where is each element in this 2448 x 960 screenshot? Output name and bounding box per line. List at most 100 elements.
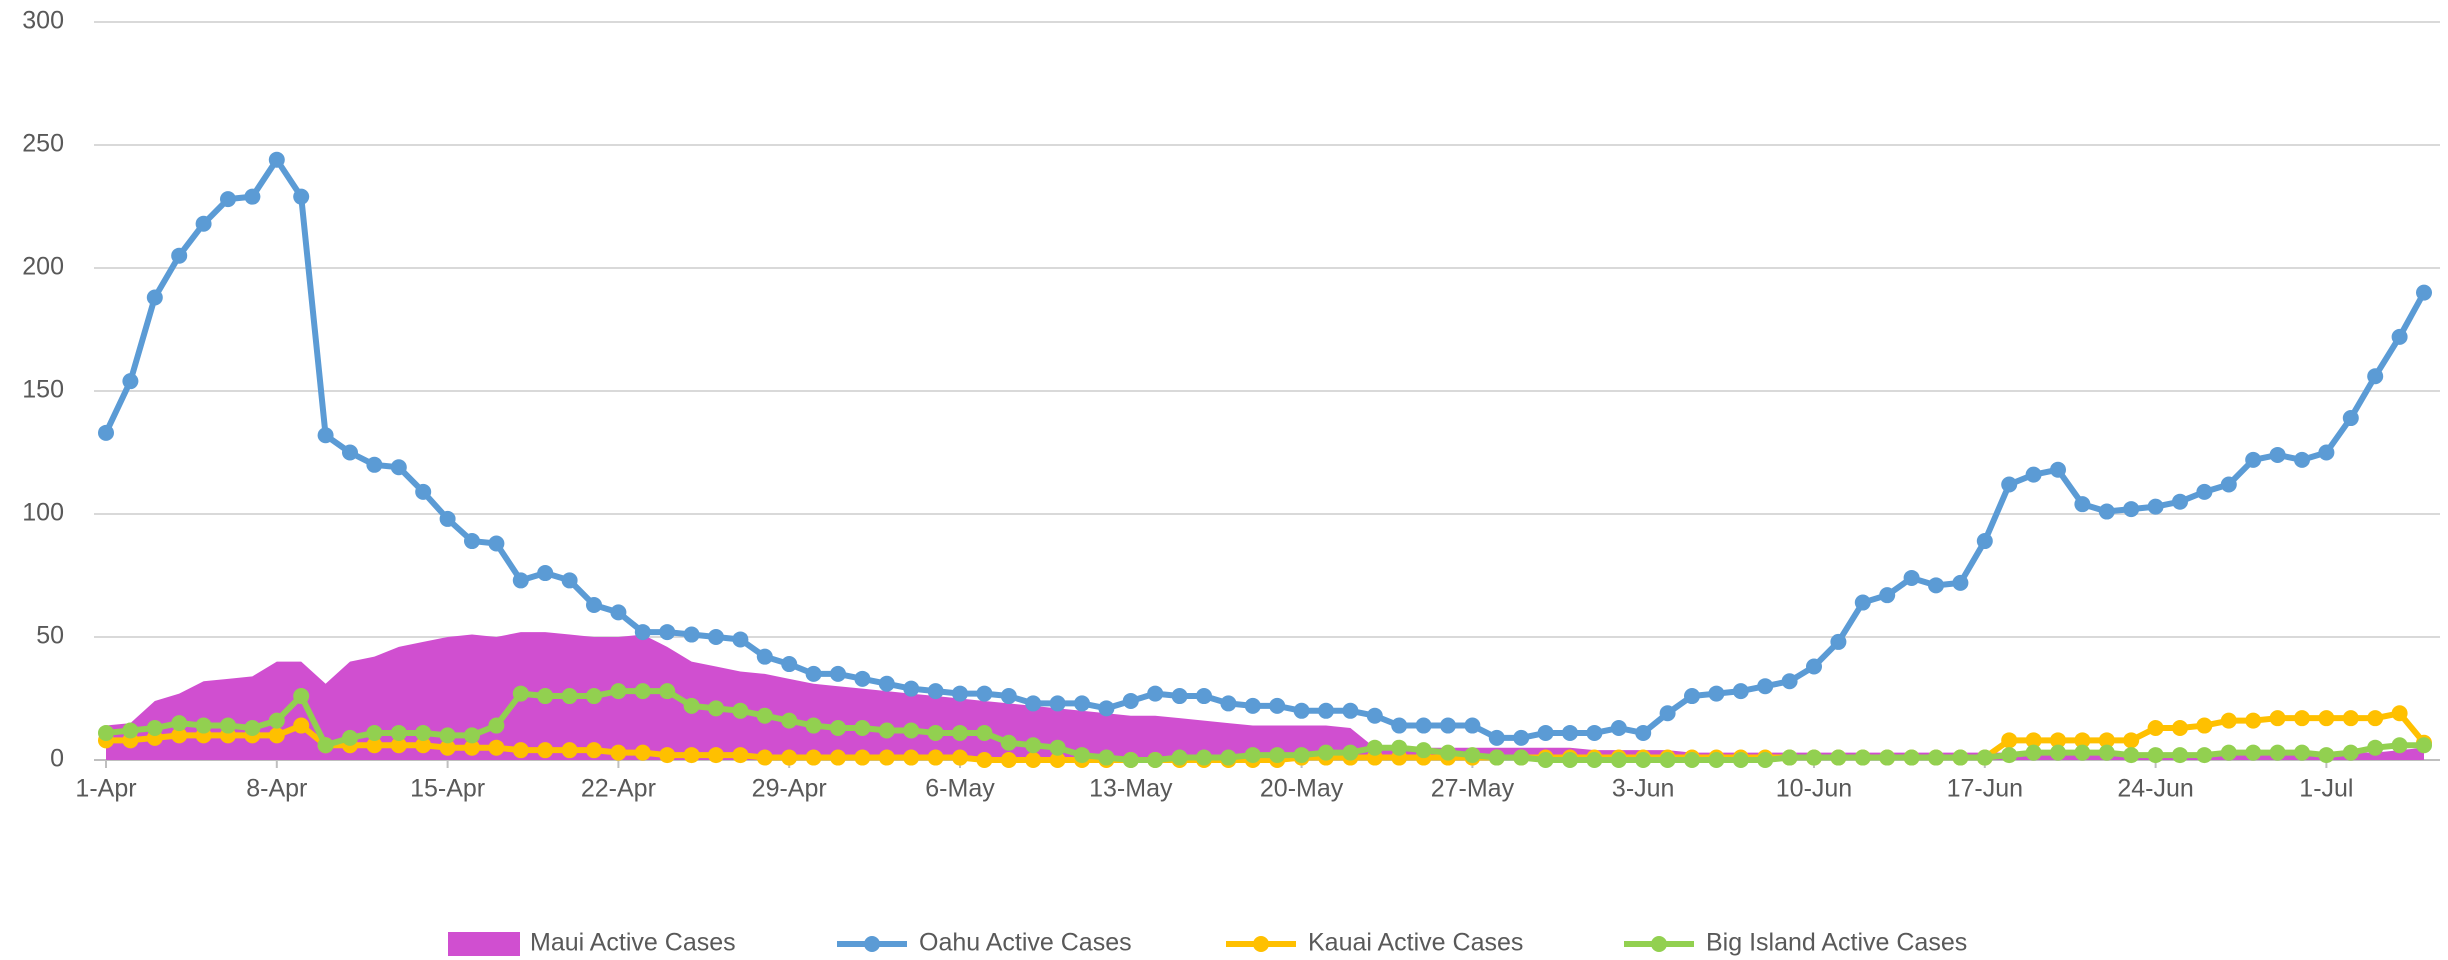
marker	[415, 724, 432, 741]
marker	[268, 151, 285, 168]
marker	[2074, 732, 2091, 749]
marker	[537, 688, 554, 705]
marker	[1732, 683, 1749, 700]
marker	[244, 720, 261, 737]
y-tick-label: 50	[36, 622, 64, 650]
marker	[952, 685, 968, 702]
marker	[2172, 493, 2188, 510]
marker	[512, 572, 529, 589]
marker	[1098, 749, 1115, 766]
x-tick-label: 24-Jun	[2117, 775, 2193, 803]
marker	[512, 742, 529, 759]
marker	[171, 715, 188, 732]
marker	[1342, 702, 1359, 719]
marker	[464, 739, 480, 756]
marker	[1464, 717, 1481, 734]
marker	[659, 683, 676, 700]
marker	[146, 289, 163, 306]
marker	[903, 749, 920, 766]
marker	[1171, 749, 1188, 766]
marker	[1342, 744, 1359, 761]
marker	[1147, 685, 1164, 702]
marker	[1464, 747, 1481, 764]
y-tick-label: 0	[50, 745, 64, 773]
marker	[293, 688, 310, 705]
marker	[464, 727, 480, 744]
marker	[1562, 724, 1578, 741]
marker	[1684, 688, 1700, 705]
marker	[1513, 749, 1530, 766]
x-tick-label: 1-Jul	[2299, 775, 2353, 803]
marker	[1952, 574, 1969, 591]
marker	[2050, 744, 2066, 761]
marker	[1903, 569, 1920, 586]
marker	[2294, 744, 2310, 761]
marker	[1732, 752, 1749, 768]
marker	[2391, 737, 2408, 754]
marker	[781, 712, 798, 729]
marker	[1269, 697, 1286, 714]
marker	[610, 604, 627, 621]
marker	[1220, 749, 1237, 766]
marker	[2172, 747, 2188, 764]
marker	[1074, 747, 1090, 764]
marker	[634, 744, 651, 761]
x-tick-label: 10-Jun	[1776, 775, 1852, 803]
marker	[586, 597, 602, 614]
marker	[220, 717, 236, 734]
marker	[1537, 724, 1554, 741]
marker	[1415, 742, 1432, 759]
marker	[2098, 744, 2115, 761]
marker	[2025, 466, 2042, 483]
marker	[2123, 732, 2140, 749]
marker	[2245, 712, 2262, 729]
marker	[1586, 724, 1603, 741]
marker	[1244, 697, 1261, 714]
marker	[830, 749, 846, 766]
marker	[952, 749, 968, 766]
marker	[2318, 710, 2335, 727]
marker	[1708, 752, 1725, 768]
marker	[878, 749, 895, 766]
marker	[830, 720, 846, 737]
marker	[1025, 752, 1042, 768]
legend-swatch	[448, 932, 520, 956]
marker	[2220, 712, 2237, 729]
marker	[488, 717, 505, 734]
marker	[1757, 678, 1774, 695]
marker	[1440, 717, 1456, 734]
marker	[195, 215, 212, 232]
marker	[537, 565, 554, 582]
marker	[268, 712, 285, 729]
marker	[2196, 717, 2213, 734]
x-tick-label: 15-Apr	[410, 775, 485, 803]
marker	[1000, 688, 1017, 705]
marker	[1879, 749, 1896, 766]
marker	[2342, 410, 2359, 427]
marker	[1098, 700, 1115, 717]
marker	[1928, 749, 1944, 766]
marker	[512, 685, 529, 702]
marker	[2025, 744, 2042, 761]
marker	[805, 717, 822, 734]
marker	[439, 739, 456, 756]
marker	[561, 572, 578, 589]
marker	[1488, 749, 1505, 766]
marker	[903, 722, 920, 739]
marker	[683, 747, 700, 764]
marker	[1244, 747, 1261, 764]
marker	[122, 722, 139, 739]
marker	[2172, 720, 2188, 737]
marker	[708, 747, 724, 764]
marker	[927, 683, 944, 700]
marker	[610, 744, 627, 761]
marker	[1830, 633, 1847, 650]
marker	[1440, 744, 1456, 761]
marker	[1391, 739, 1408, 756]
x-tick-label: 22-Apr	[581, 775, 656, 803]
marker	[1854, 594, 1871, 611]
marker	[805, 749, 822, 766]
marker	[903, 680, 920, 697]
